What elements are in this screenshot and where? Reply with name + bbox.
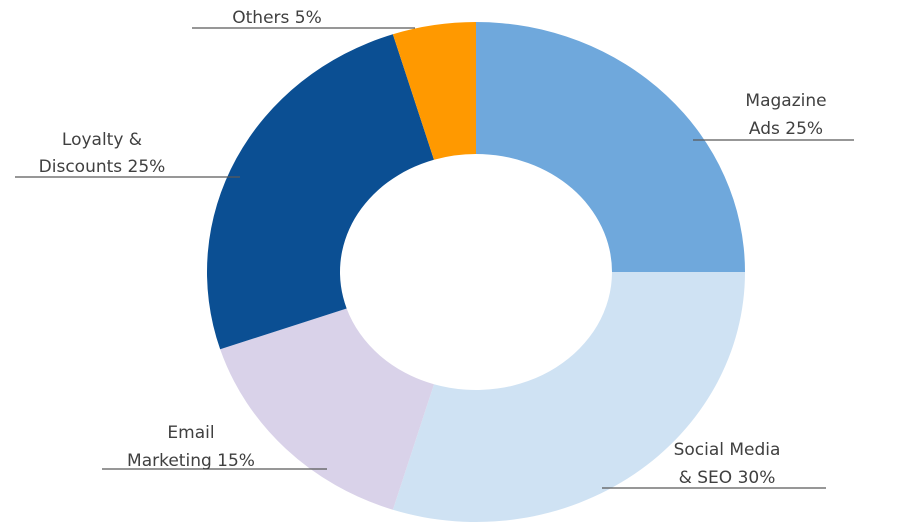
slices xyxy=(206,22,745,522)
label-line: Discounts 25% xyxy=(39,157,166,177)
label-others: Others 5% xyxy=(232,8,322,28)
slice-loyalty-and-discounts xyxy=(206,34,434,350)
slice-social-media-and-seo xyxy=(392,272,745,522)
label-loyalty-and-discounts: Loyalty & Discounts 25% xyxy=(39,130,166,177)
label-line: Email xyxy=(167,423,214,443)
slice-others xyxy=(392,22,476,160)
slice-labels: Magazine Ads 25% Social Media & SEO 30% Emai… xyxy=(39,8,827,488)
label-line: Loyalty & xyxy=(62,130,142,150)
label-social-media-and-seo: Social Media & SEO 30% xyxy=(674,440,781,488)
label-line: Marketing 15% xyxy=(127,451,255,471)
label-magazine-ads: Magazine Ads 25% xyxy=(745,91,826,139)
label-line: Social Media xyxy=(674,440,781,460)
label-email-marketing: Email Marketing 15% xyxy=(127,423,255,471)
label-line: & SEO 30% xyxy=(679,468,776,488)
label-line: Others 5% xyxy=(232,8,322,28)
label-line: Magazine xyxy=(745,91,826,111)
slice-email-marketing xyxy=(220,308,434,510)
leader-lines xyxy=(15,27,854,489)
label-line: Ads 25% xyxy=(749,119,823,139)
slice-magazine-ads xyxy=(476,22,745,272)
